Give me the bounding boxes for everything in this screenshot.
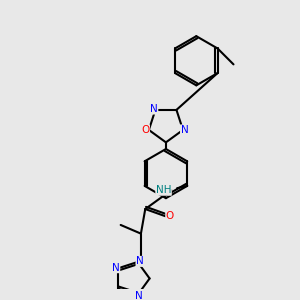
- Text: N: N: [135, 291, 143, 300]
- Text: N: N: [136, 256, 144, 266]
- Text: N: N: [150, 104, 158, 114]
- Text: N: N: [181, 125, 188, 135]
- Text: NH: NH: [156, 185, 171, 195]
- Text: O: O: [141, 125, 149, 135]
- Text: N: N: [112, 263, 120, 273]
- Text: O: O: [166, 211, 174, 221]
